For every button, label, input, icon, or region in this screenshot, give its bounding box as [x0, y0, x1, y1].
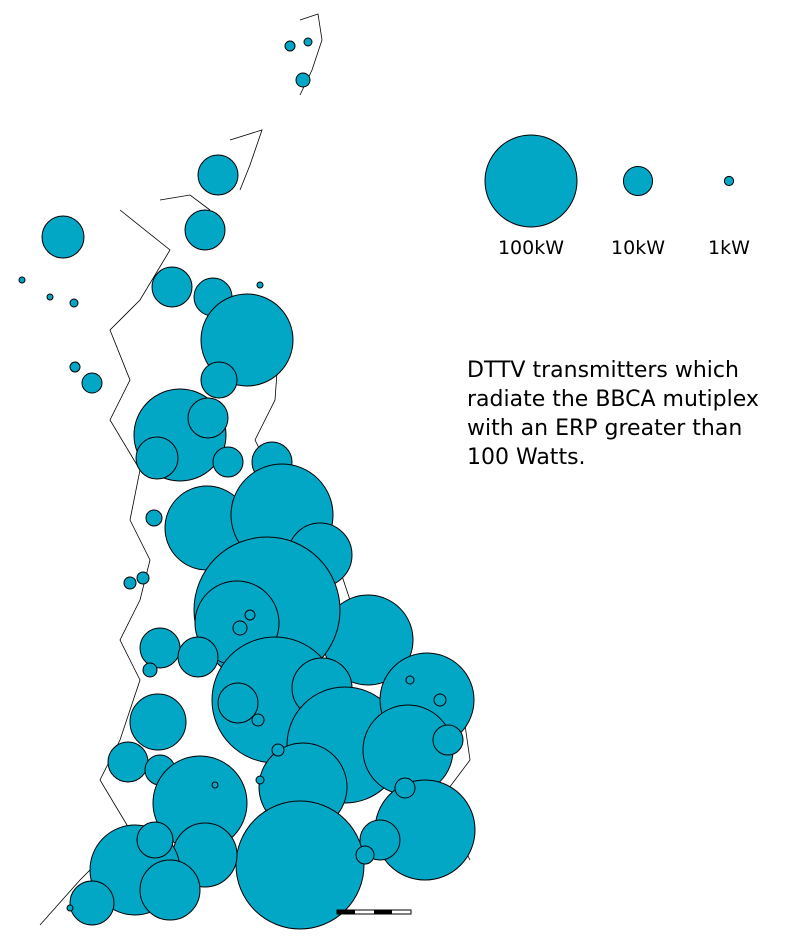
transmitter — [69, 880, 115, 926]
transmitter — [235, 800, 365, 930]
legend-circle — [484, 134, 578, 228]
transmitter — [295, 72, 311, 88]
transmitter — [211, 781, 219, 789]
transmitter — [232, 620, 248, 636]
transmitter — [129, 693, 187, 751]
transmitter — [187, 397, 229, 439]
transmitter — [139, 627, 181, 669]
transmitters — [18, 37, 476, 930]
transmitter — [142, 662, 158, 678]
legend-circle — [622, 165, 654, 197]
transmitter — [432, 724, 464, 756]
transmitter — [18, 276, 26, 284]
transmitter — [136, 821, 174, 859]
transmitter — [255, 775, 265, 785]
transmitter — [394, 777, 416, 799]
transmitter — [46, 293, 54, 301]
transmitter — [284, 40, 296, 52]
transmitter — [251, 713, 265, 727]
legend-label: 100kW — [498, 237, 564, 259]
transmitter — [244, 609, 256, 621]
scale-bar — [336, 909, 412, 915]
description-line: 100 Watts. — [467, 445, 586, 470]
transmitter — [217, 682, 259, 724]
transmitter — [405, 675, 415, 685]
description-line: DTTV transmitters which — [467, 358, 739, 383]
transmitter — [66, 904, 74, 912]
description: DTTV transmitters which radiate the BBCA … — [467, 358, 759, 470]
transmitter — [81, 372, 103, 394]
transmitter — [135, 436, 179, 480]
transmitter — [139, 859, 201, 921]
transmitter — [107, 741, 149, 783]
coast-outline — [39, 13, 471, 926]
legend: 100kW 10kW 1kW — [484, 134, 750, 259]
transmitter — [69, 361, 81, 373]
legend-circle — [723, 175, 735, 187]
description-line: with an ERP greater than — [467, 416, 742, 441]
transmitter — [355, 845, 375, 865]
transmitter — [433, 693, 447, 707]
transmitter — [123, 576, 137, 590]
scale-bar-segment — [374, 910, 392, 914]
transmitter — [212, 446, 244, 478]
coastline — [39, 13, 471, 926]
transmitter — [41, 215, 85, 259]
transmitter — [184, 209, 226, 251]
transmitter — [177, 636, 219, 678]
transmitter — [136, 571, 150, 585]
transmitter — [256, 281, 264, 289]
description-line: radiate the BBCA mutiplex — [467, 387, 759, 412]
transmitter — [69, 298, 79, 308]
transmitter — [271, 743, 285, 757]
legend-label: 1kW — [708, 237, 750, 259]
legend-label: 10kW — [611, 237, 665, 259]
transmitter — [151, 266, 193, 308]
transmitter — [145, 509, 163, 527]
scale-bar-segment — [337, 910, 355, 914]
transmitter — [200, 361, 238, 399]
transmitter — [197, 154, 239, 196]
transmitter — [303, 37, 313, 47]
